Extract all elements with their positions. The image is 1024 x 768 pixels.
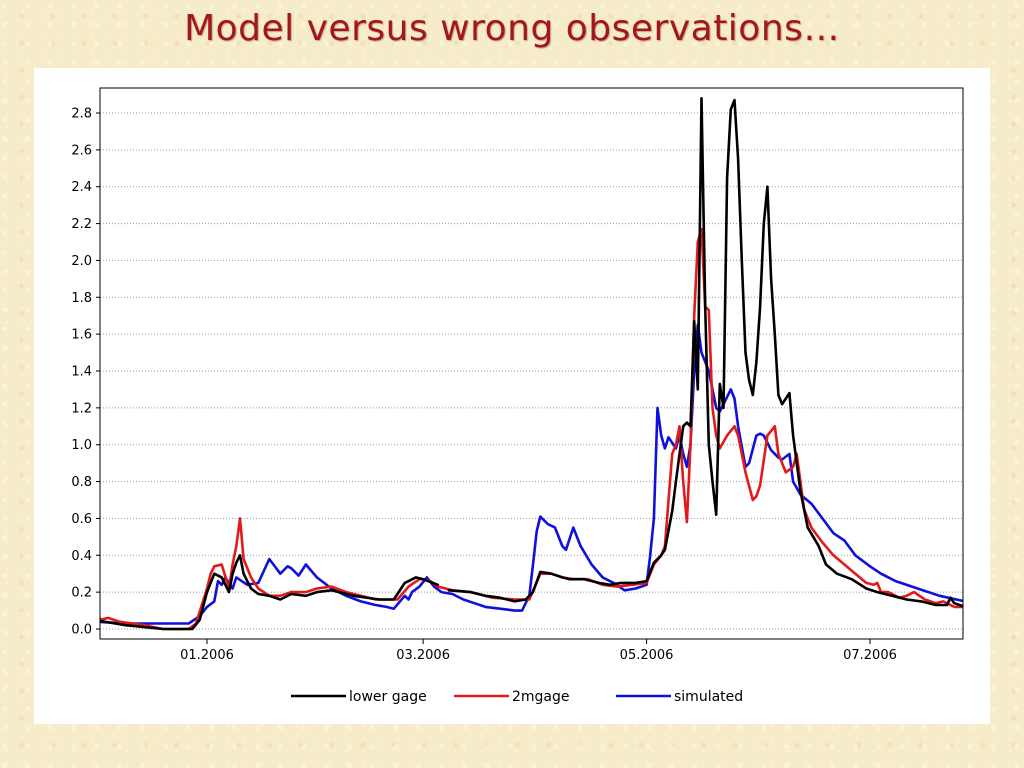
y-tick-label: 1.4: [71, 365, 92, 380]
series-line-lower-gage: [447, 97, 963, 608]
y-tick-label: 2.2: [71, 217, 92, 232]
chart-panel: 0.0 0.2 0.4 0.6 0.8 1.0 1.2 1.4 1.6 1.8 2.0 2.2 2.4 2…: [34, 68, 990, 724]
y-tick-label: 2.8: [71, 107, 92, 122]
y-tick-label: 1.2: [71, 401, 92, 416]
plot-frame: [99, 87, 964, 640]
x-tick-label: 07.2006: [843, 648, 897, 663]
y-tick-label: 0.8: [71, 475, 92, 490]
y-tick-label: 1.0: [71, 438, 92, 453]
legend-label: simulated: [674, 689, 743, 705]
x-tick-label: 05.2006: [620, 648, 674, 663]
series-line-simulated: [100, 323, 963, 625]
series-line-2mgage: [100, 227, 963, 631]
y-tick-label: 1.6: [71, 328, 92, 343]
x-tick-label: 01.2006: [180, 648, 234, 663]
y-tick-label: 2.4: [71, 180, 92, 195]
series-line-lower-gage: [100, 554, 440, 631]
legend-label: 2mgage: [512, 689, 570, 705]
y-tick-label: 2.0: [71, 254, 92, 269]
y-tick-label: 2.6: [71, 143, 92, 158]
legend: lower gage 2mgage simulated: [291, 689, 743, 705]
y-tick-label: 0.4: [71, 549, 92, 564]
series-group: [100, 97, 963, 631]
y-tick-label: 0.2: [71, 586, 92, 601]
y-tick-label: 1.8: [71, 291, 92, 306]
line-chart: 0.0 0.2 0.4 0.6 0.8 1.0 1.2 1.4 1.6 1.8 2.0 2.2 2.4 2…: [71, 87, 964, 705]
legend-label: lower gage: [349, 689, 427, 705]
x-tick-label: 03.2006: [396, 648, 450, 663]
y-tick-label: 0.0: [71, 623, 92, 638]
slide-title: Model versus wrong observations…: [184, 8, 840, 49]
y-tick-label: 0.6: [71, 512, 92, 527]
